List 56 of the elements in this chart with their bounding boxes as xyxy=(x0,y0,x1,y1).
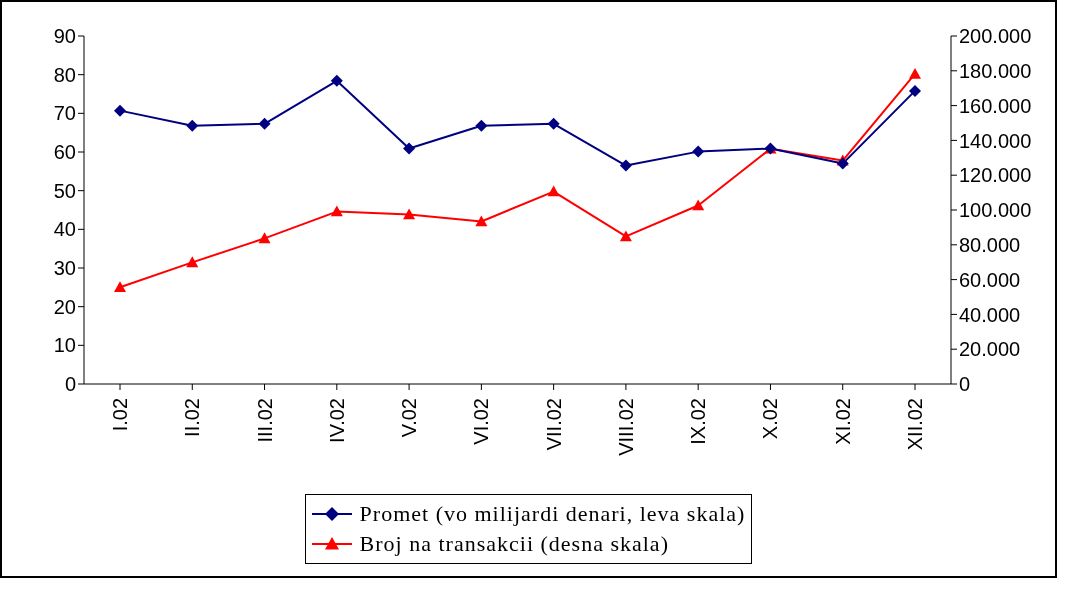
point xyxy=(258,232,271,244)
point xyxy=(114,281,126,293)
y-tick-label: 20 xyxy=(53,295,76,318)
point xyxy=(186,256,199,268)
point xyxy=(330,205,343,217)
y2-tick-label: 120.000 xyxy=(959,164,1032,187)
y2-tick-label: 80.000 xyxy=(959,233,1021,256)
point xyxy=(692,199,705,211)
x-tick-label: X.02 xyxy=(759,398,782,440)
legend-label: Broj na transakcii (desna skala) xyxy=(359,530,669,558)
point xyxy=(403,142,416,155)
point xyxy=(836,157,849,170)
point xyxy=(909,84,921,97)
legend-label: Promet (vo milijardi denari, leva skala) xyxy=(359,500,746,528)
y-tick-label: 0 xyxy=(64,373,76,396)
y2-tick-label: 100.000 xyxy=(959,199,1032,222)
y2-tick-label: 180.000 xyxy=(959,59,1032,82)
point xyxy=(547,117,560,130)
x-tick-label: XI.02 xyxy=(831,398,854,445)
point xyxy=(619,230,632,242)
point xyxy=(547,185,560,197)
x-tick-label: IX.02 xyxy=(687,398,710,445)
point xyxy=(403,208,416,220)
y2-tick-label: 140.000 xyxy=(959,129,1032,152)
point xyxy=(619,159,632,172)
x-tick-label: XII.02 xyxy=(904,398,926,451)
y-tick-label: 10 xyxy=(53,334,76,357)
x-tick-label: III.02 xyxy=(253,398,276,443)
point xyxy=(330,74,343,87)
point xyxy=(186,119,199,132)
x-tick-label: I.02 xyxy=(109,398,131,432)
y2-tick-label: 0 xyxy=(959,373,971,396)
point xyxy=(258,117,271,130)
point xyxy=(114,104,126,117)
x-tick-label: VIII.02 xyxy=(614,398,637,456)
y-tick-label: 50 xyxy=(53,179,76,202)
y2-tick-label: 200.000 xyxy=(959,25,1032,48)
point xyxy=(909,67,921,79)
x-tick-label: II.02 xyxy=(181,398,204,437)
x-tick-label: IV.02 xyxy=(325,398,348,443)
y-tick-label: 70 xyxy=(53,102,76,125)
point xyxy=(692,145,705,158)
y2-tick-label: 60.000 xyxy=(959,268,1021,291)
y-tick-label: 90 xyxy=(53,25,76,48)
point xyxy=(475,215,488,227)
y2-tick-label: 20.000 xyxy=(959,338,1021,361)
y2-tick-label: 40.000 xyxy=(959,303,1021,326)
y-tick-label: 80 xyxy=(53,63,76,86)
x-tick-label: VI.02 xyxy=(470,398,493,445)
point xyxy=(475,119,488,132)
y-tick-label: 40 xyxy=(53,218,76,241)
y-tick-label: 30 xyxy=(53,257,76,280)
y-tick-label: 60 xyxy=(53,141,76,164)
x-tick-label: V.02 xyxy=(398,398,421,438)
y2-tick-label: 160.000 xyxy=(959,94,1032,117)
x-tick-label: VII.02 xyxy=(542,398,565,451)
